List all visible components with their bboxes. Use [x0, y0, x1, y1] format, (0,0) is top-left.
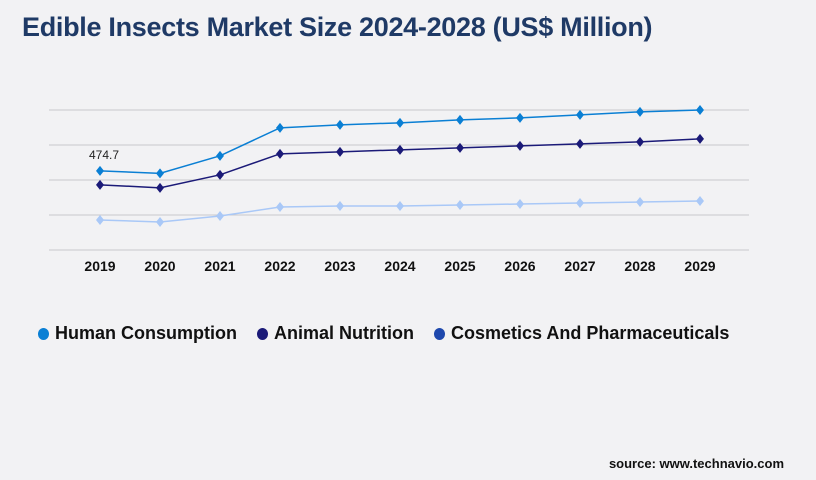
data-point-marker [576, 138, 584, 149]
legend-item: Human Consumption [38, 323, 237, 344]
data-point-marker [456, 142, 464, 153]
legend-marker-icon [38, 327, 49, 340]
data-point-marker [696, 105, 704, 115]
data-point-marker [336, 119, 344, 130]
chart-title: Edible Insects Market Size 2024-2028 (US… [22, 12, 653, 42]
x-tick-label: 2025 [444, 258, 475, 274]
x-tick-label: 2021 [204, 258, 235, 274]
data-point-marker [636, 106, 644, 117]
data-point-marker [276, 202, 284, 212]
x-tick-label: 2023 [324, 258, 355, 274]
source-text: source: www.technavio.com [608, 456, 784, 471]
line-chart: 2019 2020 2021 2022 2023 2024 2025 2026 2027 2028… [49, 105, 749, 274]
legend-label: Cosmetics And Pharmaceuticals [451, 323, 730, 343]
data-point-marker [576, 109, 584, 120]
data-point-marker [96, 179, 104, 190]
data-point-marker [576, 198, 584, 208]
data-point-marker [456, 200, 464, 210]
data-point-marker [156, 182, 164, 193]
data-point-marker [216, 169, 224, 180]
x-tick-label: 2022 [264, 258, 295, 274]
data-point-marker [336, 146, 344, 157]
data-point-marker [216, 211, 224, 221]
data-point-marker [396, 144, 404, 155]
data-point-marker [276, 148, 284, 159]
data-label: 474.7 [89, 148, 119, 162]
x-tick-label: 2028 [624, 258, 655, 274]
data-point-marker [396, 117, 404, 128]
data-point-marker [516, 140, 524, 151]
data-point-marker [516, 199, 524, 209]
data-point-marker [696, 196, 704, 206]
x-tick-label: 2027 [564, 258, 595, 274]
data-point-marker [96, 215, 104, 225]
legend: Human Consumption Animal Nutrition Cosmeti… [38, 323, 729, 344]
legend-marker-icon [257, 327, 268, 340]
legend-label: Animal Nutrition [274, 323, 414, 343]
data-point-marker [516, 112, 524, 123]
data-point-marker [156, 217, 164, 227]
data-point-marker [216, 150, 224, 161]
data-point-marker [456, 114, 464, 125]
legend-label: Human Consumption [55, 323, 237, 343]
data-point-marker [636, 197, 644, 207]
x-tick-label: 2026 [504, 258, 535, 274]
data-point-marker [156, 168, 164, 179]
legend-item: Cosmetics And Pharmaceuticals [434, 323, 729, 344]
data-point-marker [276, 122, 284, 133]
legend-marker-icon [434, 327, 445, 340]
data-point-marker [696, 133, 704, 144]
data-point-marker [636, 136, 644, 147]
legend-item: Animal Nutrition [257, 323, 414, 344]
data-point-marker [96, 165, 104, 176]
x-tick-label: 2019 [84, 258, 115, 274]
x-tick-label: 2020 [144, 258, 175, 274]
x-tick-label: 2029 [684, 258, 715, 274]
data-point-marker [336, 201, 344, 211]
data-point-marker [396, 201, 404, 211]
x-tick-label: 2024 [384, 258, 415, 274]
